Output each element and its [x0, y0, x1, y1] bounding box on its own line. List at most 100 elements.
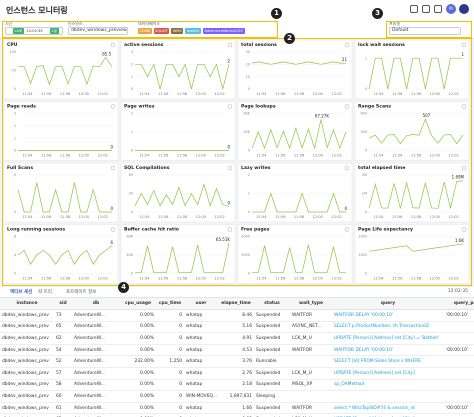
cell	[332, 390, 444, 403]
x-tick-label: 12:00	[430, 92, 441, 96]
db-tag: master	[185, 28, 201, 34]
cell: dbdev_windows_prev	[0, 367, 54, 380]
cell: 3.76	[218, 355, 254, 368]
cell: 58	[54, 379, 72, 392]
preset-select[interactable]: Default	[389, 27, 461, 35]
cell: AdventureW...	[72, 402, 120, 415]
chart-card	[120, 39, 236, 100]
x-tick-label: 11:54	[22, 92, 33, 96]
cell: '00:00:10'	[444, 309, 474, 322]
x-tick-label: 11:58	[294, 92, 305, 96]
x-tick-label: 12:00	[79, 92, 90, 96]
tab[interactable]: 락 트리	[38, 290, 52, 295]
y-tick-label: 2	[131, 63, 133, 67]
cell: AdventureW...	[72, 390, 120, 403]
y-tick-label: 40K	[243, 130, 250, 134]
cell: MSQL_XP	[290, 379, 332, 392]
chart-card	[237, 162, 353, 223]
chart-card	[3, 39, 119, 100]
cell	[444, 390, 474, 403]
x-tick-label: 12:02	[97, 154, 107, 158]
x-tick-label: 11:58	[294, 277, 305, 281]
live[interactable]: LIVE	[13, 28, 24, 34]
cell: dbdev_windows_prev	[0, 355, 54, 368]
value-label: 67.27K	[315, 113, 329, 118]
line	[252, 244, 346, 273]
y-tick-label: 100	[10, 50, 16, 54]
chart-title: Long running sessions	[7, 227, 65, 233]
y-tick-label: 5	[14, 173, 16, 177]
x-tick-label: 11:58	[411, 277, 422, 281]
y-tick-label: 2	[248, 173, 250, 177]
icon[interactable]	[410, 5, 418, 13]
callout: 3	[372, 8, 383, 19]
y-tick-label: 1	[248, 192, 250, 196]
x-tick-label: 12:02	[214, 154, 224, 158]
label: 프리셋	[389, 21, 401, 26]
cell: dbdev_windows_prev	[0, 379, 54, 392]
cell: whatap	[184, 355, 218, 368]
session-table: 액티브 세션 락 트리 포트레이트 정보 12:02:35 instance sid db…	[0, 287, 474, 417]
chart-card	[354, 224, 470, 284]
y-tick-label: 0	[365, 272, 367, 276]
value-label: 0	[227, 145, 230, 150]
cell	[290, 390, 332, 403]
cell: 8.46	[218, 309, 254, 322]
x-tick-label: 12:02	[448, 215, 458, 219]
x-tick-label: 12:00	[79, 277, 90, 281]
x-tick-label: 12:00	[196, 277, 207, 281]
menu[interactable]	[459, 4, 469, 14]
instance-select[interactable]: dbdev_windows_previewi	[68, 27, 128, 35]
cell: 4.91	[218, 332, 254, 345]
chart-title: Page lookups	[241, 104, 276, 110]
line	[368, 118, 464, 145]
table-row: dbdev_windows_prev 61 AdventureW... 0.00% 0 w…	[0, 402, 474, 415]
x-tick-label: 11:56	[392, 215, 403, 219]
info-icon	[110, 42, 116, 48]
x-tick-label: 12:02	[97, 277, 107, 281]
table-row: dbdev_windows_prev 52 AdventureW... 232.00%…	[0, 355, 474, 368]
label: 데이터베이스	[138, 21, 161, 26]
x-tick-label: 11:58	[177, 215, 188, 219]
line	[368, 57, 463, 90]
cell: '00:00:10'	[444, 344, 474, 357]
chart-card	[237, 224, 353, 284]
x-tick-label: 12:00	[430, 277, 441, 281]
cell: AdventureW...	[72, 332, 120, 345]
time-box[interactable]	[5, 27, 63, 35]
cell: 2.18	[218, 379, 254, 392]
x-tick-label: 11:58	[60, 92, 71, 96]
x-tick-label: 12:02	[448, 154, 458, 158]
range[interactable]: 1분	[50, 28, 59, 34]
cell: AdventureW...	[72, 413, 120, 417]
tab[interactable]: 포트레이트 정보	[66, 290, 97, 295]
avatar[interactable]: M	[446, 4, 456, 14]
cell: whatap	[184, 379, 218, 392]
x-tick-label: 11:56	[275, 277, 286, 281]
cell: WAITFOR DELAY '00:00:10'	[332, 344, 444, 357]
chart-card	[354, 39, 470, 100]
icon[interactable]	[422, 5, 430, 13]
chart-title: Lazy writes	[241, 165, 271, 171]
value-label: 85.5	[102, 51, 111, 56]
cell: 52	[54, 355, 72, 368]
tab[interactable]: 액티브 세션	[10, 290, 33, 295]
cell: AdventureW...	[72, 344, 120, 357]
x-tick-label: 11:58	[411, 154, 422, 158]
value-label: 1	[461, 52, 464, 57]
chart-title: Page reads	[7, 104, 36, 110]
cell: 62	[54, 332, 72, 345]
y-tick-label: 3	[14, 112, 16, 116]
y-tick-label: 0	[365, 87, 367, 91]
x-tick-label: 11:56	[41, 154, 52, 158]
callout: 1	[271, 8, 282, 19]
cell: Suspended	[254, 413, 290, 417]
y-tick-label: 10	[246, 75, 250, 79]
icon[interactable]	[434, 5, 442, 13]
cell: 0.00%	[120, 390, 156, 403]
x-tick-label: 11:56	[158, 92, 169, 96]
cell: 0.82	[218, 413, 254, 417]
cell: 0	[156, 390, 184, 403]
column-header: status	[254, 298, 290, 310]
line	[134, 183, 230, 207]
